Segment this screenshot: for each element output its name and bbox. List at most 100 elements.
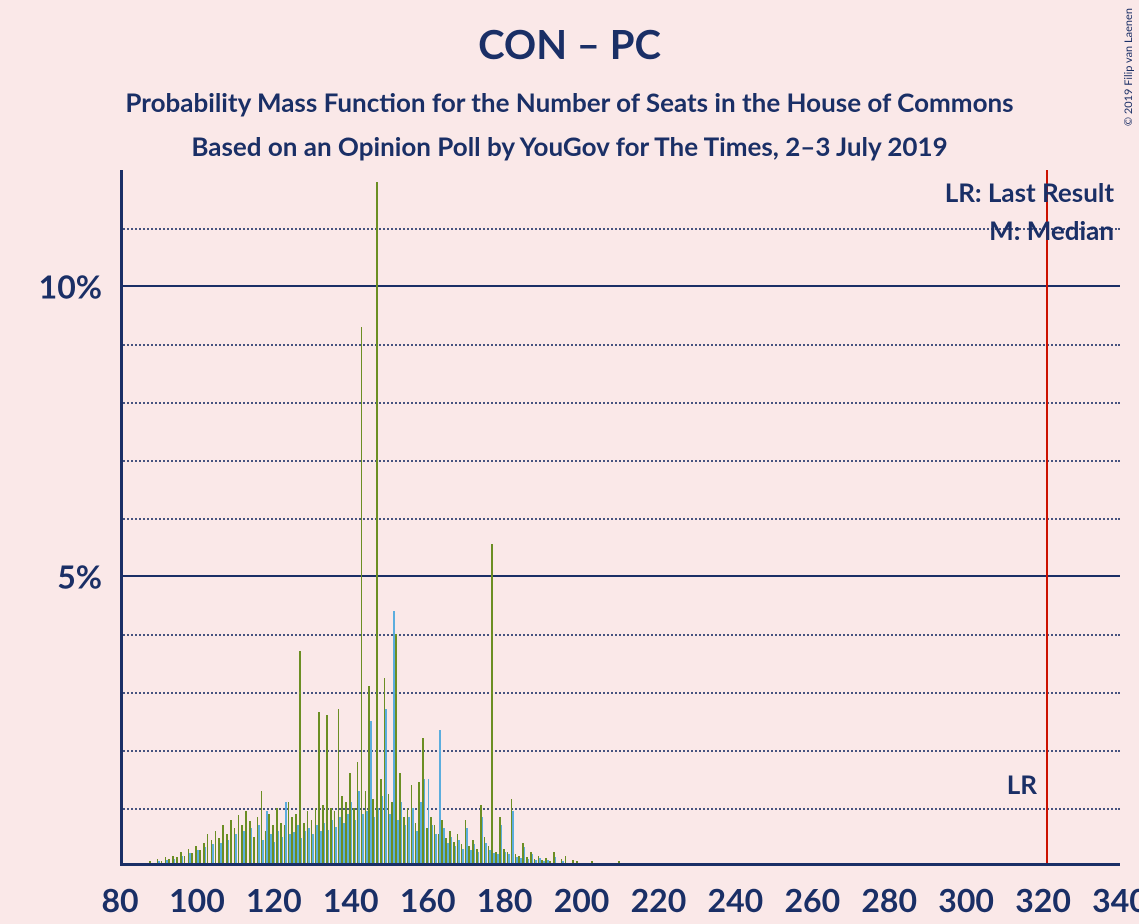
- bar: [355, 820, 357, 866]
- bar: [207, 834, 209, 866]
- gridline-major: [120, 575, 1120, 577]
- bar: [316, 825, 318, 866]
- y-tick-label: 5%: [57, 557, 120, 596]
- x-tick-label: 180: [477, 866, 533, 919]
- x-tick-label: 280: [861, 866, 917, 919]
- bar: [482, 817, 484, 866]
- bar: [301, 838, 303, 866]
- bar: [397, 820, 399, 866]
- gridline-minor: [120, 228, 1120, 230]
- bar: [308, 828, 310, 866]
- bar: [385, 709, 387, 866]
- bar: [258, 825, 260, 866]
- chart-subtitle-2: Based on an Opinion Poll by YouGov for T…: [0, 118, 1139, 162]
- bar: [282, 837, 284, 866]
- gridline-minor: [120, 402, 1120, 404]
- y-axis: [120, 170, 123, 866]
- bar: [293, 832, 295, 866]
- bar: [278, 831, 280, 866]
- lr-label: LR: [1007, 768, 1037, 800]
- bar: [466, 828, 468, 866]
- bar: [335, 827, 337, 866]
- bar: [366, 811, 368, 866]
- bar: [245, 811, 247, 866]
- bar: [266, 811, 268, 866]
- bar: [285, 802, 287, 866]
- x-tick-label: 80: [101, 866, 138, 919]
- gridline-minor: [120, 808, 1120, 810]
- plot-area: 5%10%LRLR: Last ResultM: Median801001201…: [120, 170, 1120, 866]
- x-tick-label: 200: [554, 866, 610, 919]
- bar: [297, 825, 299, 866]
- x-tick-label: 120: [246, 866, 302, 919]
- bar: [370, 721, 372, 866]
- bar: [451, 837, 453, 866]
- bar: [382, 796, 384, 866]
- y-tick-label: 10%: [39, 267, 120, 306]
- x-tick-label: 160: [400, 866, 456, 919]
- chart-subtitle-1: Probability Mass Function for the Number…: [0, 68, 1139, 118]
- bar: [378, 808, 380, 866]
- bar: [405, 825, 407, 866]
- bar: [362, 814, 364, 866]
- bar: [299, 651, 301, 866]
- bar: [439, 730, 441, 866]
- x-tick-label: 340: [1092, 866, 1139, 919]
- bar: [320, 831, 322, 866]
- bar: [243, 831, 245, 866]
- bar: [339, 817, 341, 866]
- bar: [238, 815, 240, 866]
- bar: [408, 817, 410, 866]
- x-tick-label: 320: [1015, 866, 1071, 919]
- legend-lr: LR: Last Result: [945, 176, 1114, 208]
- chart-title: CON – PC: [0, 0, 1139, 68]
- gridline-minor: [120, 460, 1120, 462]
- x-tick-label: 140: [323, 866, 379, 919]
- bar: [312, 834, 314, 866]
- bar: [443, 828, 445, 866]
- x-tick-label: 220: [631, 866, 687, 919]
- bar: [401, 802, 403, 866]
- bar: [358, 791, 360, 866]
- bar: [305, 831, 307, 866]
- bar: [374, 817, 376, 866]
- x-tick-label: 300: [938, 866, 994, 919]
- x-tick-label: 100: [169, 866, 225, 919]
- gridline-minor: [120, 692, 1120, 694]
- x-tick-label: 260: [784, 866, 840, 919]
- bar: [420, 802, 422, 866]
- bar: [412, 808, 414, 866]
- bar: [222, 825, 224, 866]
- gridline-minor: [120, 518, 1120, 520]
- bar: [428, 779, 430, 866]
- bar: [432, 825, 434, 866]
- credit-text: © 2019 Filip van Laenen: [1122, 8, 1135, 126]
- bar: [215, 831, 217, 866]
- last-result-line: [1046, 170, 1049, 866]
- bar: [343, 823, 345, 867]
- bar: [289, 834, 291, 866]
- bar: [361, 327, 363, 866]
- bar: [424, 779, 426, 866]
- bar: [324, 823, 326, 867]
- bar: [251, 828, 253, 866]
- bar: [393, 611, 395, 866]
- bar: [512, 811, 514, 866]
- bar: [230, 820, 232, 866]
- gridline-minor: [120, 750, 1120, 752]
- gridline-major: [120, 285, 1120, 287]
- bar: [376, 182, 378, 866]
- bar: [328, 830, 330, 866]
- bar: [270, 834, 272, 866]
- legend-m: M: Median: [989, 214, 1114, 246]
- bar: [235, 834, 237, 866]
- x-tick-label: 240: [708, 866, 764, 919]
- bar: [351, 802, 353, 866]
- bar: [347, 814, 349, 866]
- bar: [501, 825, 503, 866]
- bar: [389, 814, 391, 866]
- bar: [253, 837, 255, 866]
- bar: [332, 820, 334, 866]
- bar: [491, 544, 493, 866]
- bar: [435, 834, 437, 866]
